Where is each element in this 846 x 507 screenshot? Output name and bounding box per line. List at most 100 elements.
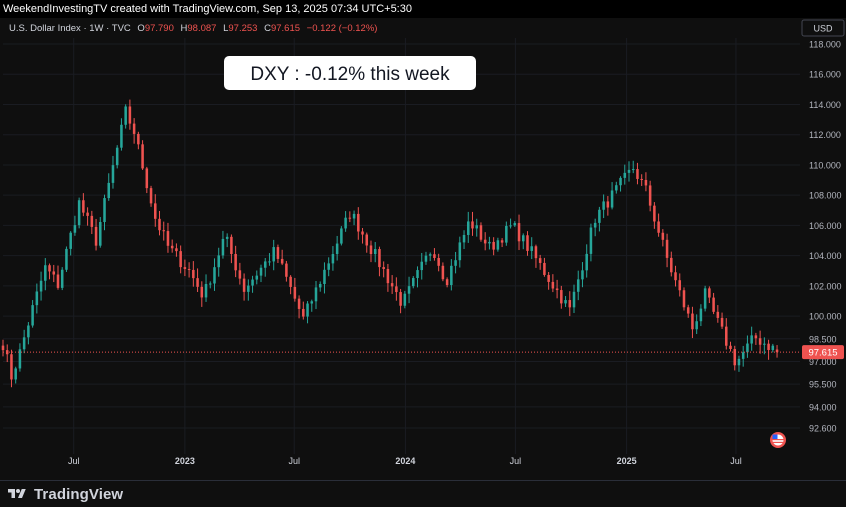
legend-change: −0.122 (−0.12%) [307, 23, 378, 34]
candle-body [471, 221, 474, 229]
candle-body [555, 288, 559, 291]
candle-body [378, 249, 381, 268]
candle-body [192, 269, 195, 279]
candle-body [462, 234, 466, 243]
candle-body [323, 269, 326, 285]
candle-body [251, 279, 254, 286]
candle-body [420, 261, 424, 271]
candle-body [103, 198, 106, 223]
last-price-badge: 97.615 [802, 345, 844, 360]
candle-body [183, 267, 187, 270]
legend-open: 97.790 [145, 23, 174, 34]
candle-body [158, 218, 161, 231]
currency-button[interactable] [801, 19, 845, 37]
candle-body [758, 338, 762, 345]
candle-body [22, 337, 26, 350]
candle-body [576, 279, 580, 292]
chart-caption: WeekendInvestingTV created with TradingV… [0, 0, 846, 18]
candle-body [492, 241, 495, 250]
candle-body [517, 223, 521, 242]
candle-body [390, 283, 394, 287]
candle-body [754, 335, 758, 339]
candle-body [428, 254, 432, 256]
candle-body [52, 271, 56, 275]
candle-body [297, 298, 301, 309]
candle-body [306, 303, 309, 317]
candle-body [568, 300, 572, 308]
candle-body [653, 205, 656, 222]
candle-body [331, 254, 335, 264]
candle-body [14, 368, 17, 380]
candle-body [619, 177, 622, 186]
candle-body [234, 253, 237, 271]
candle-body [763, 343, 766, 345]
candle-body [670, 257, 673, 273]
candle-body [695, 321, 698, 330]
candle-body [488, 241, 491, 244]
candle-body [610, 190, 614, 208]
time-axis[interactable]: Jul 2023 Jul 2024 Jul 2025 Jul [68, 456, 742, 466]
annotation-box[interactable]: DXY : -0.12% this week [224, 56, 476, 90]
candle-body [263, 261, 267, 268]
price-chart[interactable]: U.S. Dollar Index · 1W · TVC O97.790 H98… [0, 18, 846, 480]
chart-area[interactable]: U.S. Dollar Index · 1W · TVC O97.790 H98… [0, 18, 846, 480]
candle-body [521, 235, 525, 242]
candle-body [35, 291, 39, 306]
legend-close: 97.615 [271, 23, 300, 34]
candle-body [382, 267, 385, 269]
candle-body [166, 231, 170, 246]
candle-body [403, 293, 407, 306]
candle-body [361, 231, 364, 235]
candle-body [526, 235, 529, 251]
candle-body [720, 317, 724, 327]
candle-body [513, 223, 517, 226]
candle-body [335, 243, 339, 255]
price-axis[interactable]: USD 118.000 116.000 114.000 112.000 110.000 1… [801, 19, 845, 434]
tradingview-logo[interactable]: TradingView [6, 484, 123, 504]
price-tick-label: 118.000 [809, 40, 841, 50]
candle-body [589, 227, 593, 254]
candle-body [310, 301, 314, 304]
candle-body [433, 254, 436, 258]
candle-body [10, 354, 13, 380]
candle-body [547, 274, 550, 282]
candle-body [196, 278, 199, 287]
candle-body [767, 343, 770, 350]
candle-body [712, 297, 715, 312]
candle-body [640, 178, 643, 180]
candle-body [775, 349, 779, 353]
candle-body [729, 345, 732, 350]
candle-body [771, 345, 775, 350]
candle-body [348, 217, 352, 219]
candle-body [750, 335, 753, 344]
candle-body [238, 270, 242, 279]
candle-body [631, 169, 635, 171]
candle-body [162, 230, 165, 232]
price-tick-label: 100.000 [809, 312, 842, 322]
candle-body [483, 239, 487, 244]
candle-body [560, 290, 563, 304]
candle-body [5, 350, 9, 355]
annotation-text: DXY : -0.12% this week [250, 64, 450, 85]
candle-body [293, 286, 297, 299]
candle-body [543, 262, 546, 275]
candle-body [661, 232, 665, 240]
time-tick-label: 2023 [175, 456, 195, 466]
candle-body [648, 185, 652, 206]
candle-body [505, 225, 508, 243]
candle-body [509, 225, 512, 227]
candle-body [682, 290, 686, 308]
candle-body [551, 281, 555, 289]
price-tick-label: 92.600 [809, 424, 837, 434]
time-tick-label: Jul [288, 456, 300, 466]
candle-body [132, 123, 136, 134]
price-tick-label: 95.500 [809, 380, 837, 390]
candle-body [369, 245, 373, 255]
candle-body [115, 147, 119, 166]
candle-body [107, 182, 111, 199]
us-flag-icon[interactable] [770, 432, 786, 448]
candle-body [204, 283, 208, 298]
candle-body [175, 248, 178, 252]
candle-body [500, 240, 504, 243]
price-tick-label: 116.000 [809, 70, 841, 80]
